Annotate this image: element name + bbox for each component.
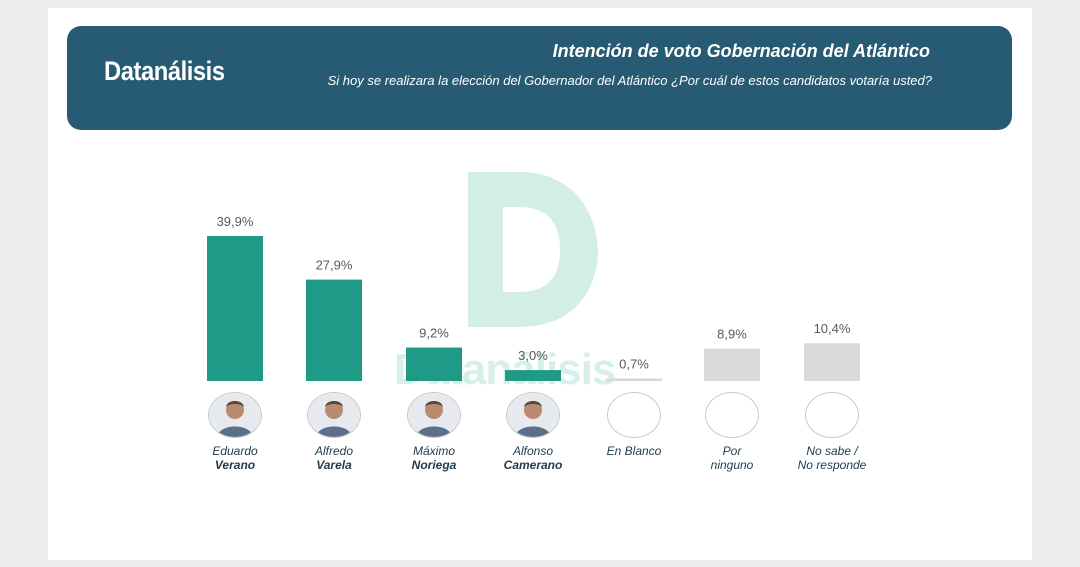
- candidate-first-name: Por: [722, 444, 742, 458]
- bar: [306, 279, 362, 381]
- candidate-photo: [506, 392, 560, 438]
- candidate-name: Por ninguno: [677, 444, 787, 472]
- chart-subtitle: Si hoy se realizara la elección del Gobe…: [327, 73, 932, 88]
- candidate-name: Eduardo Verano: [180, 444, 290, 472]
- bar: [505, 370, 561, 381]
- bar-value-label: 27,9%: [316, 258, 353, 273]
- bar-value-label: 0,7%: [619, 356, 649, 371]
- bar-value-label: 3,0%: [518, 348, 548, 363]
- candidate-last-name: ninguno: [710, 458, 754, 472]
- candidate-last-name: Camerano: [503, 458, 563, 472]
- empty-photo-circle: [805, 392, 859, 438]
- bar-value-label: 9,2%: [419, 326, 449, 341]
- candidate-first-name: Alfonso: [512, 444, 554, 458]
- candidate-first-name: No sabe /: [806, 444, 858, 458]
- bar: [704, 348, 760, 381]
- candidate-first-name: Alfredo: [314, 444, 354, 458]
- person-icon: [209, 393, 261, 437]
- bar-value-label: 8,9%: [717, 327, 747, 342]
- watermark-d-logo: [468, 172, 598, 327]
- candidate-name: No sabe / No responde: [777, 444, 887, 472]
- bar: [406, 347, 462, 381]
- candidate-name: Alfredo Varela: [279, 444, 389, 472]
- bar-value-label: 10,4%: [814, 321, 851, 336]
- bar: [606, 378, 662, 381]
- candidate-name: Máximo Noriega: [379, 444, 489, 472]
- bar: [804, 343, 860, 381]
- empty-photo-circle: [607, 392, 661, 438]
- candidate-last-name: No responde: [797, 458, 867, 472]
- candidate-name: Alfonso Camerano: [478, 444, 588, 472]
- candidate-photo: [407, 392, 461, 438]
- candidate-photo: [208, 392, 262, 438]
- chart-title: Intención de voto Gobernación del Atlánt…: [552, 41, 930, 61]
- bar: [207, 236, 263, 381]
- candidate-last-name: Varela: [316, 458, 352, 472]
- candidate-first-name: En Blanco: [606, 444, 662, 458]
- person-icon: [408, 393, 460, 437]
- candidate-last-name: Verano: [214, 458, 256, 472]
- datanalisis-logo: Datanálisis: [104, 56, 225, 86]
- empty-photo-circle: [705, 392, 759, 438]
- candidate-first-name: Eduardo: [212, 444, 258, 458]
- candidate-name: En Blanco: [579, 444, 689, 458]
- candidate-first-name: Máximo: [412, 444, 455, 458]
- header-banner: Datanálisis Intención de voto Gobernació…: [67, 26, 1012, 130]
- candidate-photo: [307, 392, 361, 438]
- person-icon: [308, 393, 360, 437]
- bar-value-label: 39,9%: [217, 214, 254, 229]
- person-icon: [507, 393, 559, 437]
- candidate-last-name: Noriega: [411, 458, 457, 472]
